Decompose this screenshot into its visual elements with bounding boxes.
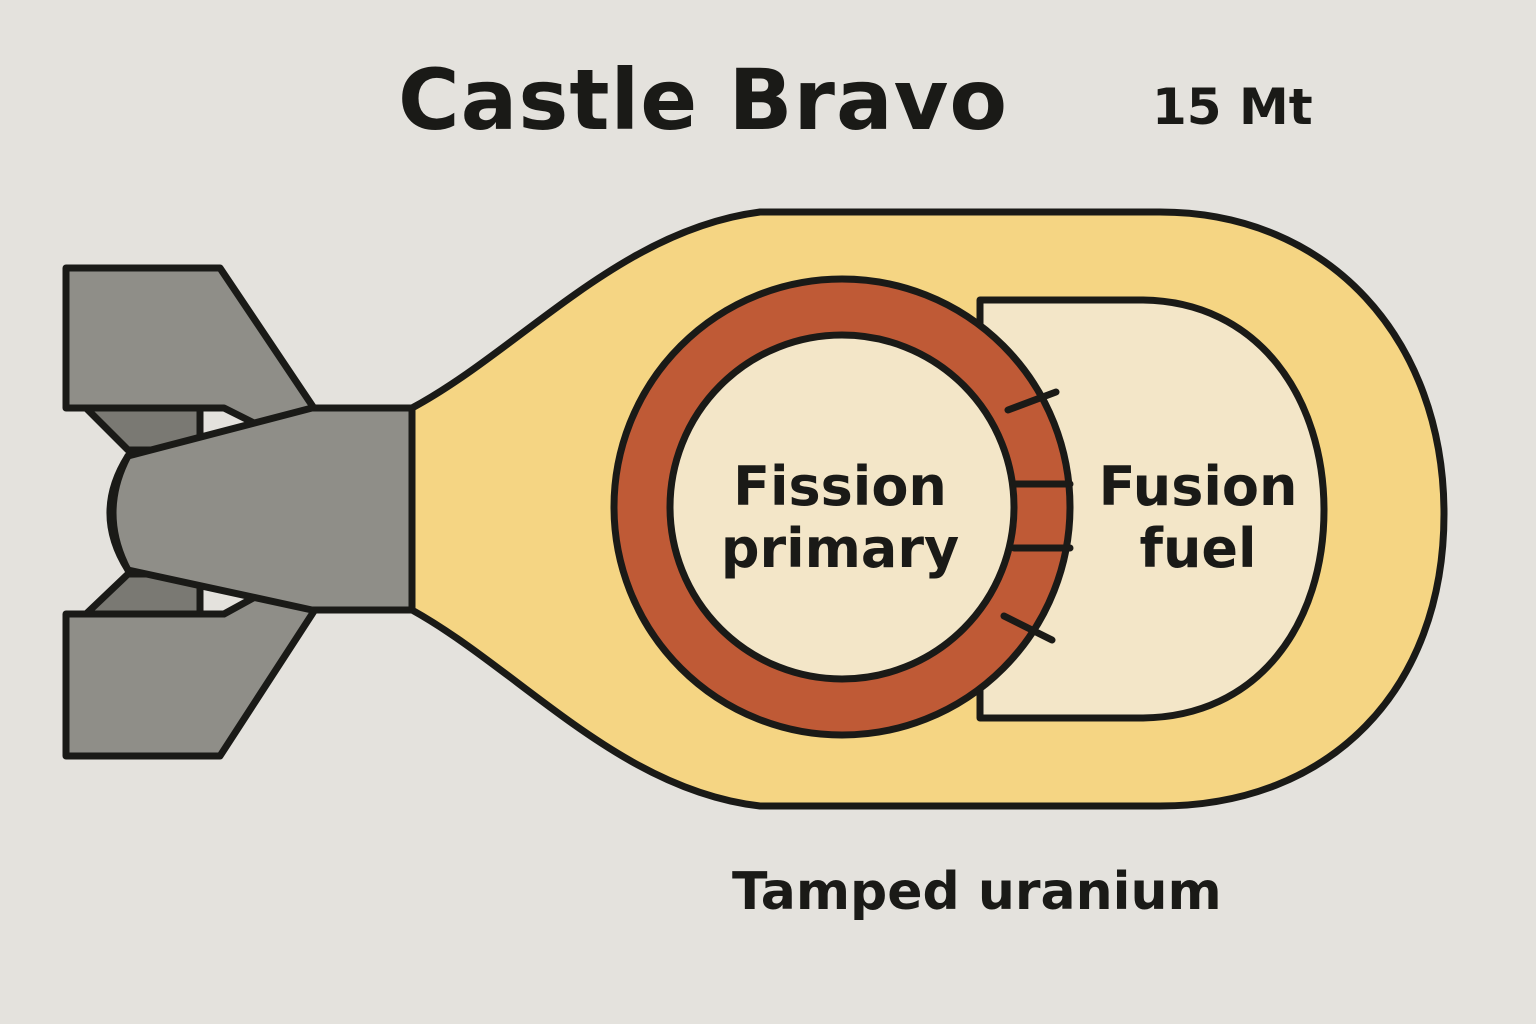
fission-primary-label: Fission primary [690, 456, 990, 580]
fusion-fuel-region [976, 296, 1328, 722]
diagram-title: Castle Bravo [398, 51, 1009, 149]
tail-cap [106, 452, 132, 574]
yield-label: 15 Mt [1152, 78, 1313, 136]
fusion-label-line2: fuel [1139, 517, 1257, 580]
tail-fins [62, 264, 346, 760]
ring-segments [1000, 388, 1074, 644]
fusion-fuel-label: Fusion fuel [1068, 456, 1328, 580]
tamper-label: Tamped uranium [732, 862, 1222, 922]
fusion-label-line1: Fusion [1098, 455, 1298, 518]
fission-primary-core [666, 331, 1018, 683]
fission-label-line2: primary [720, 517, 960, 580]
fission-label-line1: Fission [733, 455, 947, 518]
